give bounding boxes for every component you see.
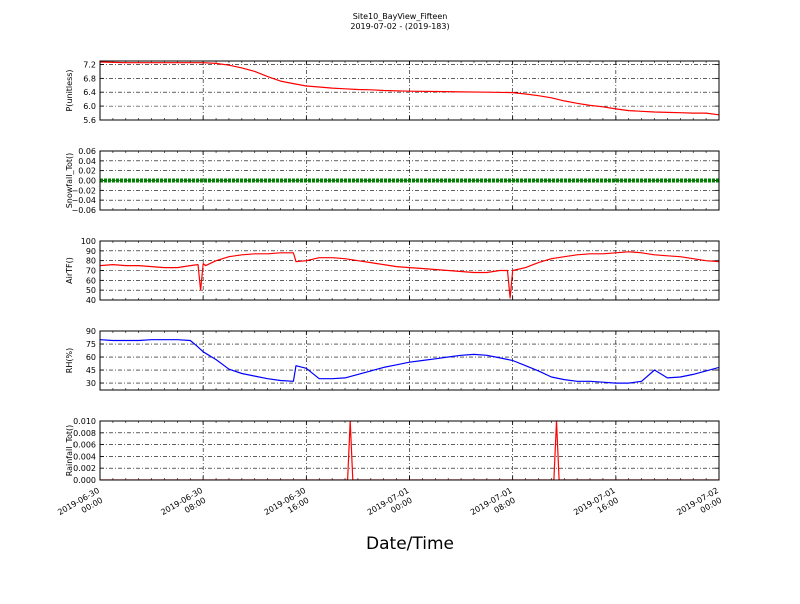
x-tick-label: 2019-07-0116:00 [572, 486, 622, 526]
panel-2: −0.06−0.04−0.020.000.020.040.06 Snowfall_… [65, 147, 720, 215]
x-tick-label: 2019-07-0108:00 [469, 486, 519, 526]
y-tick-label: 0.04 [78, 157, 96, 166]
chart-panels: 5.6 6.0 6.4 6.8 7.2 P(unitless) −0.06−0.04−0.0… [56, 60, 725, 526]
panel-1: 5.6 6.0 6.4 6.8 7.2 P(unitless) [65, 60, 720, 125]
x-tick-label: 2019-06-3000:00 [56, 486, 106, 526]
y-tick-label: 90 [86, 247, 96, 256]
panel-4: 30 45 60 75 90 RH(%) [65, 327, 720, 391]
y-tick-label: 40 [86, 296, 96, 305]
y-tick-label: 7.2 [83, 60, 96, 69]
y-tick-label: −0.04 [71, 196, 96, 205]
series-line-1 [100, 61, 719, 116]
y-tick-label: 0.02 [78, 167, 96, 176]
y-tick-label: 0.06 [78, 147, 96, 156]
y-tick-label: 5.6 [83, 116, 96, 125]
y-tick-label: 0.006 [73, 441, 96, 450]
x-tick-label: 2019-07-0100:00 [366, 486, 416, 526]
x-tick-label: 2019-06-3008:00 [159, 486, 209, 526]
y-tick-label: 70 [86, 267, 96, 276]
plot-frame [99, 330, 720, 391]
y-tick-label: 90 [86, 327, 96, 336]
y-tick-label: 0.004 [73, 452, 96, 461]
series-line-1 [100, 339, 719, 384]
y-tick-label: 0.000 [73, 476, 96, 485]
y-tick-label: 60 [86, 353, 96, 362]
y-tick-label: 6.8 [83, 74, 96, 83]
y-axis-label: Snowfall_Tot() [65, 153, 74, 209]
chart-title: Site10_BayView_Fifteen [353, 12, 448, 21]
plot-frame [99, 60, 720, 121]
plot-frame [99, 150, 720, 211]
y-tick-label: 100 [81, 237, 96, 246]
y-axis-label: AirTF() [65, 257, 74, 284]
plot-frame [99, 420, 720, 481]
y-tick-label: 80 [86, 257, 96, 266]
y-tick-label: 0.00 [78, 177, 96, 186]
y-tick-label: 50 [86, 286, 96, 295]
y-tick-label: −0.02 [71, 186, 96, 195]
y-tick-label: 0.002 [73, 464, 96, 473]
plot-frame [99, 240, 720, 301]
y-tick-label: 6.0 [83, 102, 96, 111]
y-axis-label: RH(%) [65, 348, 74, 373]
y-axis-label: Rainfall_Tot() [65, 425, 74, 477]
y-tick-label: 45 [86, 366, 96, 375]
x-tick-label: 2019-06-3016:00 [263, 486, 313, 526]
series-line-1 [100, 421, 719, 480]
panel-5: 0.000 0.002 0.004 0.006 0.008 0.010Rainfall_T… [65, 417, 720, 485]
y-tick-label: 75 [86, 340, 96, 349]
y-axis-label: P(unitless) [65, 69, 74, 111]
x-tick-label: 2019-07-0200:00 [675, 486, 725, 526]
y-tick-label: 60 [86, 276, 96, 285]
y-tick-label: 0.008 [73, 429, 96, 438]
y-tick-label: 30 [86, 379, 96, 388]
y-tick-label: −0.06 [71, 206, 96, 215]
chart-subtitle: 2019-07-02 - (2019-183) [350, 22, 449, 31]
y-tick-label: 0.010 [73, 417, 96, 426]
y-tick-label: 6.4 [83, 88, 96, 97]
series-line-1 [100, 251, 719, 299]
x-axis-label: Date/Time [366, 534, 454, 554]
